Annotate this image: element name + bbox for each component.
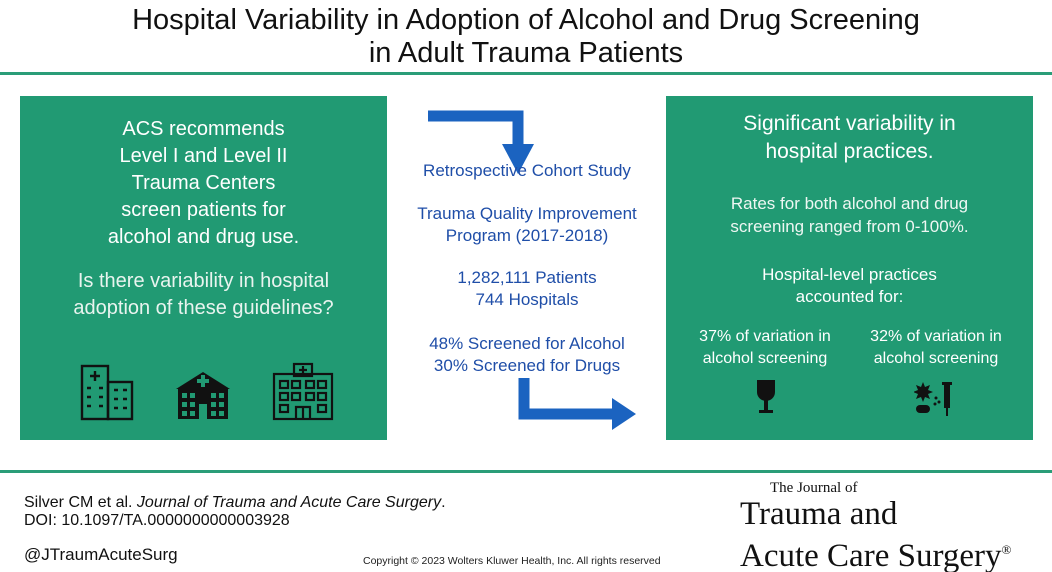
drug-rate: 30% Screened for Drugs [433, 356, 621, 375]
screening-rates: 48% Screened for Alcohol 30% Screened fo… [392, 333, 662, 377]
doi: DOI: 10.1097/TA.0000000000003928 [24, 512, 290, 529]
wine-glass-icon [757, 380, 775, 413]
drugs-syringe-icon [914, 382, 952, 416]
hospital-clinic-icon [272, 362, 334, 421]
top-divider [0, 72, 1052, 75]
sample-size: 1,282,111 Patients 744 Hospitals [392, 267, 662, 311]
acs-recommendation: ACS recommends Level I and Level II Trau… [107, 118, 300, 248]
drug-variation: 32% of variation in alcohol screening [870, 328, 1002, 367]
study-type: Retrospective Cohort Study [423, 161, 631, 180]
journal-logo: The Journal of Trauma and Acute Care Sur… [740, 480, 1012, 572]
hospital-building-icon [80, 364, 134, 421]
data-source: Trauma Quality Improvement Program (2017… [417, 204, 637, 245]
research-question: Is there variability in hospital adoptio… [73, 270, 334, 319]
findings-headline: Significant variability in hospital prac… [743, 112, 956, 163]
copyright: Copyright © 2023 Wolters Kluwer Health, … [363, 555, 661, 567]
citation: Silver CM et al. Journal of Trauma and A… [24, 494, 446, 530]
title-line-2: in Adult Trauma Patients [368, 37, 684, 69]
hospital-icons [20, 362, 387, 422]
citation-line: Silver CM et al. Journal of Trauma and A… [24, 494, 446, 511]
arrow-down-icon [428, 110, 534, 174]
bottom-divider [0, 470, 1052, 473]
page-title: Hospital Variability in Adoption of Alco… [0, 4, 1052, 70]
title-line-1: Hospital Variability in Adoption of Alco… [132, 4, 920, 36]
hospitals-count: 744 Hospitals [475, 290, 579, 309]
hospital-level-label: Hospital-level practices accounted for: [762, 265, 937, 306]
arrow-right-icon [518, 378, 636, 430]
right-panel: Significant variability in hospital prac… [666, 96, 1033, 440]
patients-count: 1,282,111 Patients [457, 268, 597, 287]
left-panel: ACS recommends Level I and Level II Trau… [20, 96, 387, 440]
screening-range: Rates for both alcohol and drug screenin… [730, 194, 969, 236]
alcohol-rate: 48% Screened for Alcohol [429, 334, 625, 353]
hospital-cross-icon [176, 372, 230, 419]
twitter-handle: @JTraumAcuteSurg [24, 545, 178, 564]
journal-name: Journal of Trauma and Acute Care Surgery [136, 494, 442, 511]
alcohol-variation: 37% of variation in alcohol screening [699, 328, 831, 367]
